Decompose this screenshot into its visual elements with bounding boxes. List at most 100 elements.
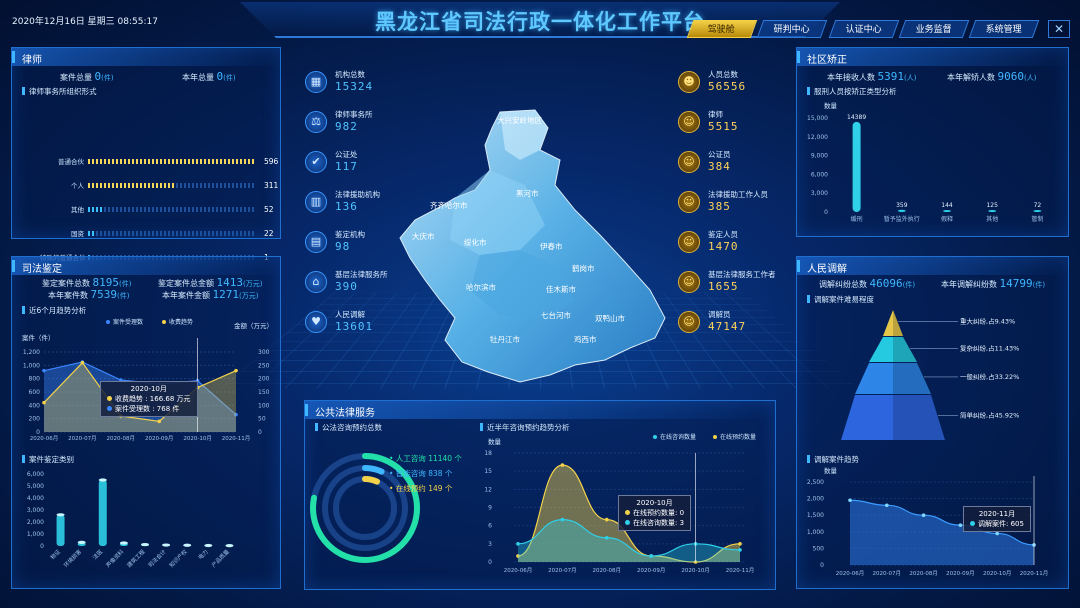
- ring-arc: [322, 465, 408, 551]
- x-tick: 2020-07月: [548, 567, 576, 574]
- x-tick: 2020-06月: [504, 567, 532, 574]
- x-tick: 2020-08月: [593, 567, 621, 574]
- x-tick: 缓刑: [851, 215, 863, 223]
- community-panel: 社区矫正 本年接收人数 5391(人) 本年解矫人数 9060(人) 服刑人员按…: [796, 47, 1069, 237]
- data-point: [649, 554, 653, 558]
- stat-value: 390: [335, 280, 358, 293]
- x-tick: 管制: [1031, 215, 1043, 223]
- stat-label: 人员总数: [708, 70, 738, 79]
- bar: [943, 210, 951, 212]
- people-icon: ☻: [678, 71, 700, 93]
- stat-appraiser[interactable]: ☺ 鉴定人员 1470: [678, 227, 788, 261]
- stat-label: 调解员: [708, 310, 731, 319]
- x-tick: 2020-09月: [145, 435, 173, 442]
- y-tick: 0: [824, 209, 828, 216]
- x-tick: 2020-06月: [836, 570, 864, 577]
- kpi-year-cases: 本年案件数 7539(件): [48, 288, 130, 301]
- service-worker-icon: ☺: [678, 271, 700, 293]
- y-tick: 1,000: [807, 529, 824, 536]
- x-tick: 2020-09月: [946, 570, 974, 577]
- stat-people[interactable]: ☻ 人员总数 56556: [678, 67, 788, 101]
- data-point: [560, 517, 565, 522]
- y-tick-right: 100: [258, 402, 270, 409]
- y-tick: 6: [488, 523, 492, 530]
- stat-building[interactable]: ▦ 机构总数 15324: [305, 67, 415, 101]
- stat-lawyer[interactable]: ☺ 律师 5515: [678, 107, 788, 141]
- y-tick-right: 300: [258, 349, 270, 356]
- series-area: [518, 519, 740, 562]
- y-tick: 0: [40, 543, 44, 550]
- bar-cap: [162, 543, 171, 547]
- pyramid-band: [883, 310, 903, 336]
- map-label[interactable]: 伊春市: [540, 242, 563, 251]
- building-icon: ▦: [305, 71, 327, 93]
- map-label[interactable]: 双鸭山市: [595, 314, 625, 323]
- map-label[interactable]: 佳木斯市: [546, 285, 576, 294]
- data-point: [848, 498, 852, 503]
- pyramid-band: [855, 363, 931, 394]
- data-point: [958, 523, 963, 527]
- kpi-received: 本年接收人数 5391(人): [827, 70, 917, 83]
- stat-service-worker[interactable]: ☺ 基层法律服务工作者 1655: [678, 267, 788, 301]
- stat-lawyer-office[interactable]: ⚖ 律师事务所 982: [305, 107, 415, 141]
- y-tick: 500: [813, 545, 825, 552]
- bar: [852, 121, 861, 212]
- data-point: [738, 548, 742, 552]
- stat-grassroots[interactable]: ⌂ 基层法律服务所 390: [305, 267, 415, 301]
- stat-mediator[interactable]: ☺ 调解员 47147: [678, 307, 788, 341]
- map-label[interactable]: 牡丹江市: [490, 335, 520, 344]
- stat-label: 公证员: [708, 150, 731, 159]
- y-tick: 2,000: [27, 519, 44, 526]
- bar-cap: [225, 544, 234, 548]
- stat-notary-person[interactable]: ☺ 公证员 384: [678, 147, 788, 181]
- ring-arc: [310, 453, 420, 563]
- map-label[interactable]: 绥化市: [464, 238, 487, 247]
- mediation-icon: ♥: [305, 311, 327, 333]
- close-icon[interactable]: ✕: [1048, 20, 1070, 38]
- kpi-appraisal-total: 鉴定案件总数 8195(件): [42, 276, 132, 289]
- mediation-trend-tooltip: 2020-11月 调解案件: 605: [963, 506, 1031, 532]
- legend-entry: 在线咨询数量: [660, 433, 696, 441]
- y-tick: 1,500: [807, 512, 824, 519]
- data-label: 72: [1034, 202, 1042, 209]
- data-point: [119, 378, 123, 382]
- consult-trend-tooltip: 2020-10月 在线预约数量: 0 在线咨询数量: 3: [618, 495, 692, 531]
- data-label: 144: [941, 202, 953, 209]
- stat-notary[interactable]: ✔ 公证处 117: [305, 147, 415, 181]
- y-tick-left: 600: [29, 389, 41, 396]
- map-label[interactable]: 大兴安岭地区: [497, 116, 542, 125]
- map-label[interactable]: 鹤岗市: [572, 264, 595, 273]
- stat-label: 公证处: [335, 150, 358, 159]
- lawyer-office-icon: ⚖: [305, 111, 327, 133]
- y-tick-right: 0: [258, 429, 262, 436]
- bar: [98, 480, 107, 546]
- x-tick: 2020-11月: [1020, 570, 1048, 577]
- legend-entry: 在线预约数量: [720, 433, 756, 441]
- map-label[interactable]: 哈尔滨市: [466, 283, 496, 292]
- x-tick: 2020-10月: [983, 570, 1011, 577]
- legend-marker: [713, 435, 717, 439]
- x-tick: 2020-07月: [68, 435, 96, 442]
- y-tick-right: 150: [258, 389, 270, 396]
- org-form-track: [88, 207, 256, 212]
- org-form-label: 普通合伙: [58, 158, 84, 166]
- map-label[interactable]: 大庆市: [412, 232, 435, 241]
- data-point: [516, 542, 520, 546]
- panel-title: 社区矫正: [797, 48, 1068, 66]
- stat-legal-aid[interactable]: ▥ 法律援助机构 136: [305, 187, 415, 221]
- stat-aid-worker[interactable]: ☺ 法律援助工作人员 385: [678, 187, 788, 221]
- data-point: [234, 368, 238, 373]
- data-point: [995, 531, 999, 536]
- bar-cap: [56, 513, 65, 517]
- map-label[interactable]: 黑河市: [516, 189, 539, 198]
- y-tick-left: 400: [29, 402, 41, 409]
- stat-appraisal[interactable]: ▤ 鉴定机构 98: [305, 227, 415, 261]
- map-label[interactable]: 齐齐哈尔市: [430, 201, 468, 210]
- stat-value: 98: [335, 240, 351, 253]
- map-label[interactable]: 鸡西市: [574, 335, 597, 344]
- stat-mediation[interactable]: ♥ 人民调解 13601: [305, 307, 415, 341]
- map-label[interactable]: 七台河市: [541, 311, 571, 320]
